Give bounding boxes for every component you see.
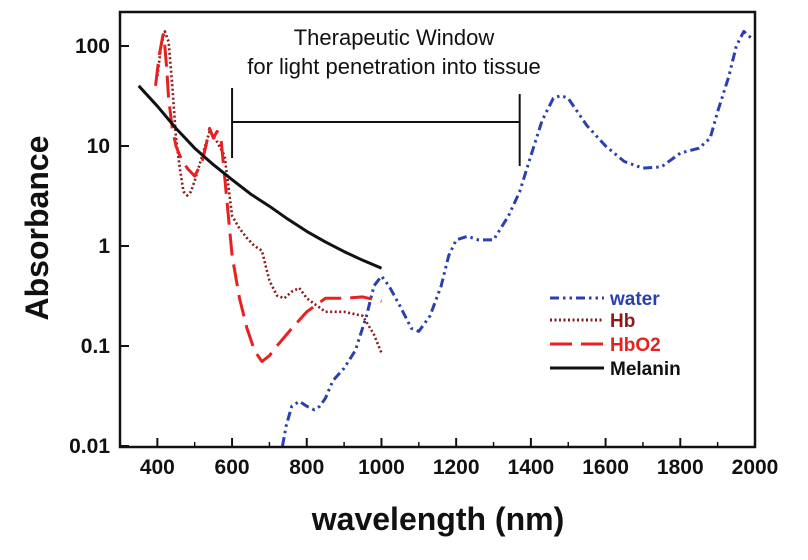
- x-tick-label-1800: 1800: [657, 456, 704, 479]
- series-group: [137, 29, 753, 447]
- annotation-line1: Therapeutic Window: [294, 25, 495, 50]
- y-axis-title: Absorbance: [19, 136, 55, 321]
- plot-frame: [118, 10, 757, 449]
- series-line-hbo2: [154, 33, 382, 363]
- series-line-hb: [156, 30, 383, 354]
- annotation-layer: Therapeutic Window for light penetration…: [231, 25, 541, 166]
- annotation-line2: for light penetration into tissue: [247, 54, 541, 79]
- x-tick-label-2000: 2000: [732, 456, 779, 479]
- ticks-layer: 400 600 800 1000 1200 1400 1600 1800 2000 0.01 0.1…: [69, 35, 778, 479]
- x-tick-label-1600: 1600: [582, 456, 629, 479]
- series-line-melanin: [137, 84, 383, 270]
- x-tick-label-400: 400: [140, 456, 175, 479]
- series-layer: [137, 29, 753, 447]
- series-line-water: [281, 29, 753, 447]
- x-tick-label-1000: 1000: [358, 456, 405, 479]
- legend-label-water: water: [609, 289, 660, 310]
- y-tick-label-10: 10: [87, 135, 110, 158]
- y-tick-label-1: 1: [98, 235, 110, 258]
- y-tick-label-0.01: 0.01: [69, 435, 110, 458]
- x-tick-label-600: 600: [215, 456, 250, 479]
- legend-label-hb: Hb: [610, 311, 635, 332]
- x-tick-label-800: 800: [289, 456, 324, 479]
- legend-label-melanin: Melanin: [610, 359, 681, 380]
- y-tick-label-0.1: 0.1: [81, 335, 111, 358]
- x-axis-title: wavelength (nm): [311, 501, 564, 537]
- y-tick-label-100: 100: [75, 35, 110, 58]
- x-tick-label-1400: 1400: [508, 456, 555, 479]
- x-tick-label-1200: 1200: [433, 456, 480, 479]
- legend-label-hbo2: HbO2: [610, 335, 661, 356]
